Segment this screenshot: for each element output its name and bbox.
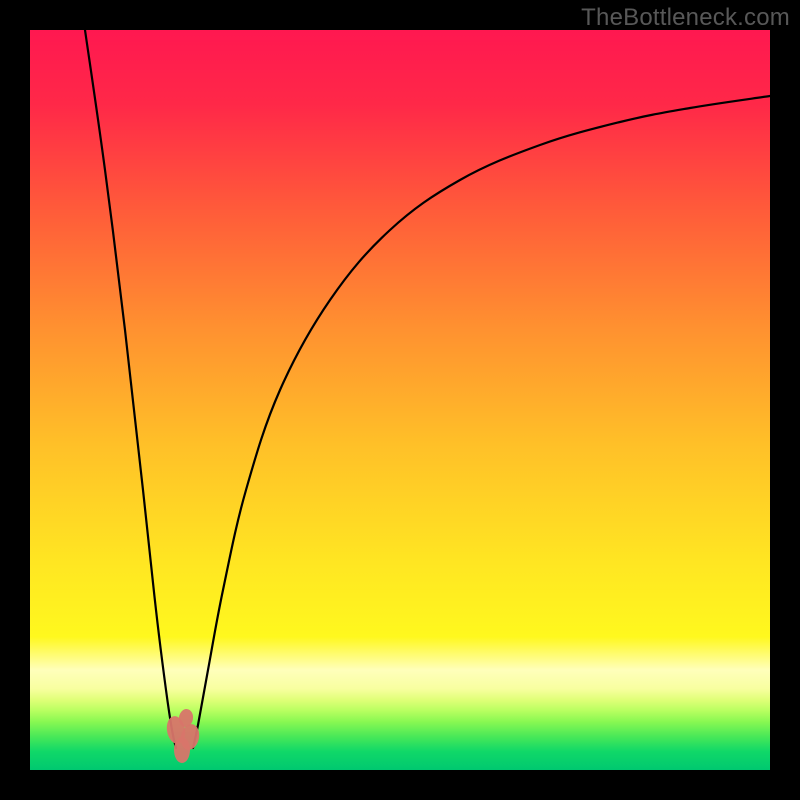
curve-left-branch [85,30,176,748]
bottleneck-curve [30,30,770,770]
watermark-text: TheBottleneck.com [581,4,790,32]
curve-right-branch [193,96,770,748]
chart-frame: TheBottleneck.com [0,0,800,800]
plot-area [30,30,770,770]
